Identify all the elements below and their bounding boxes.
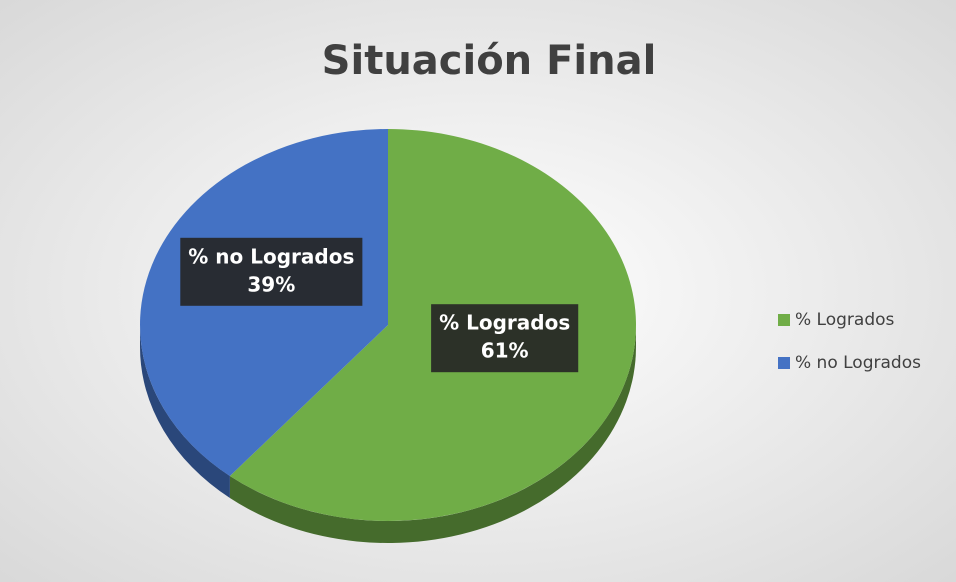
legend-swatch	[778, 357, 790, 369]
label-value: 61%	[481, 339, 529, 363]
legend-swatch	[778, 314, 790, 326]
label-category: % no Logrados	[188, 244, 354, 268]
label-box	[431, 304, 579, 373]
label-category: % Logrados	[439, 311, 570, 335]
data-label: % Logrados 61%	[431, 304, 579, 373]
data-label: % no Logrados 39%	[180, 237, 363, 306]
chart-title: Situación Final	[322, 38, 657, 84]
legend-label: % Logrados	[795, 310, 895, 330]
pie-side	[140, 325, 230, 499]
label-box	[180, 237, 363, 306]
legend-label: % no Logrados	[795, 353, 921, 373]
pie-side	[229, 325, 636, 543]
label-value: 39%	[247, 272, 295, 296]
